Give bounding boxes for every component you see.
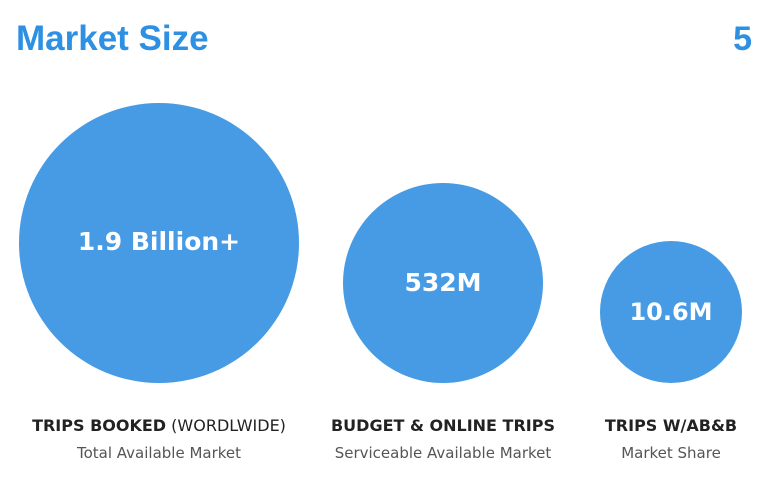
- item-label: TRIPS BOOKED (WORDLWIDE): [32, 416, 286, 435]
- label-bold: TRIPS W/AB&B: [605, 416, 737, 435]
- item-label: BUDGET & ONLINE TRIPS: [331, 416, 555, 435]
- label-bold: BUDGET & ONLINE TRIPS: [331, 416, 555, 435]
- item-value: 10.6M: [629, 298, 712, 326]
- circle: [343, 183, 543, 383]
- item-sublabel: Total Available Market: [76, 444, 241, 462]
- circle: [19, 103, 299, 383]
- label-rest: (WORDLWIDE): [171, 416, 286, 435]
- slide-title: Market Size: [16, 19, 209, 58]
- label-bold: TRIPS BOOKED: [32, 416, 166, 435]
- item-value: 532M: [404, 268, 481, 297]
- item-sublabel: Serviceable Available Market: [335, 444, 552, 462]
- item-label: TRIPS W/AB&B: [605, 416, 737, 435]
- item-value: 1.9 Billion+: [78, 227, 240, 256]
- page-number: 5: [733, 20, 752, 58]
- item-sublabel: Market Share: [621, 444, 721, 462]
- circle: [600, 241, 742, 383]
